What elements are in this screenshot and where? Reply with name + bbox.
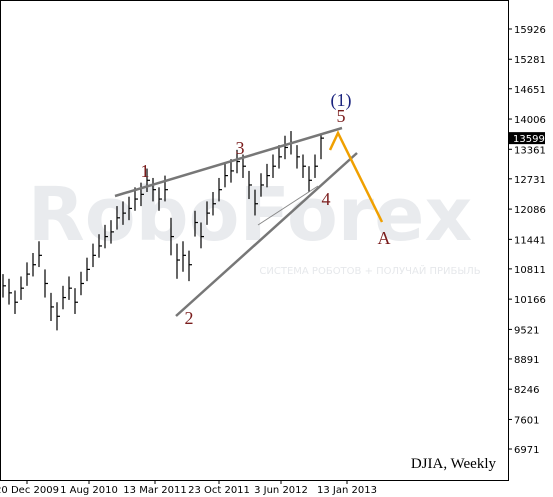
chart-title: DJIA, Weekly [411,456,497,472]
y-tick-label: 8891 [514,355,539,366]
y-tick-label: 10166 [514,295,546,306]
price-box [509,132,545,145]
y-tick-label: 14006 [514,115,546,126]
y-tick-label: 9521 [514,325,539,336]
wave-label: 2 [185,308,194,328]
wave-label: 1 [141,161,150,181]
watermark: RoboForex [28,172,472,258]
x-tick-label: 13 Jan 2013 [317,485,377,496]
lower-trend-line [175,152,358,317]
wave-label: A [378,228,391,248]
x-tick-label: 13 Mar 2011 [123,485,186,496]
upper-trend-line [114,126,343,198]
y-tick-label: 15926 [514,25,546,36]
price-label: 13599 [513,134,545,145]
y-tick-label: 6971 [514,445,539,456]
y-tick-label: 7601 [514,415,539,426]
x-tick-label: 20 Dec 2009 [0,485,59,496]
watermark-subtitle: СИСТЕМА РОБОТОВ + ПОЛУЧАЙ ПРИБЫЛЬ [259,264,480,277]
y-tick-label: 14651 [514,85,546,96]
plot-frame [0,0,509,481]
wave-label: 5 [337,106,346,126]
wave-label: (1) [331,90,352,111]
y-tick-label: 12086 [514,205,546,216]
y-tick-label: 11441 [514,235,546,246]
y-tick-label: 13361 [514,145,546,156]
y-tick-label: 10811 [514,265,546,276]
inner-line [257,185,319,226]
x-tick-label: 3 Jun 2012 [254,485,308,496]
y-tick-label: 12731 [514,175,546,186]
x-tick-label: 23 Oct 2011 [188,485,250,496]
x-tick-label: 1 Aug 2010 [60,485,118,496]
y-tick-label: 15281 [514,55,546,66]
wave-label: 3 [236,138,245,158]
wave-label: 4 [322,189,331,209]
projection [328,130,384,223]
y-tick-label: 8246 [514,385,539,396]
